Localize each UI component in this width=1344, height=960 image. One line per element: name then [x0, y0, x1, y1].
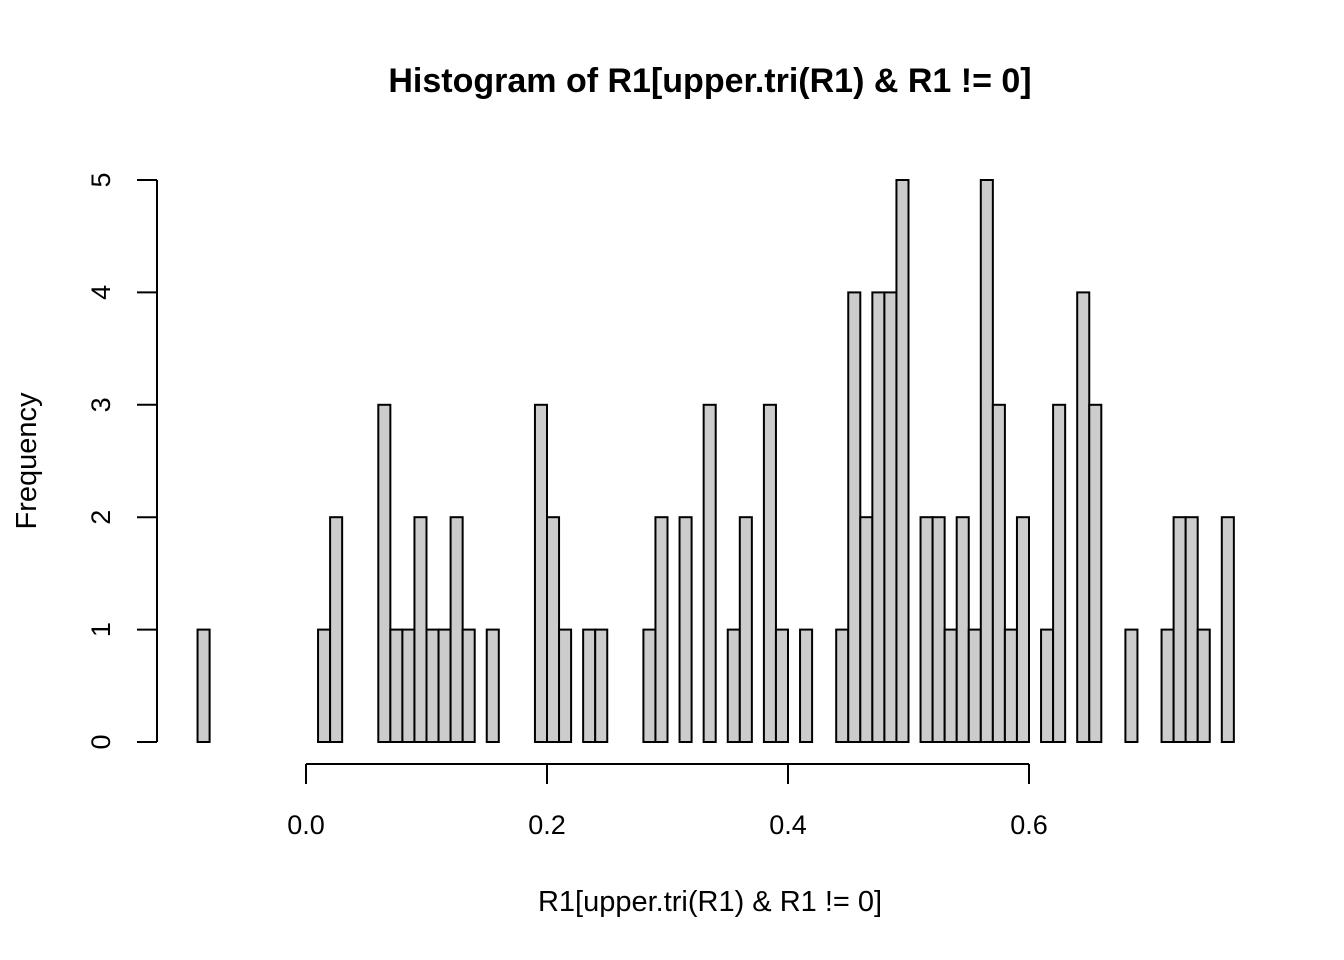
x-axis-label: R1[upper.tri(R1) & R1 != 0] [538, 886, 882, 918]
histogram-bar [1088, 403, 1103, 743]
histogram-bar [642, 628, 657, 743]
histogram-bar [377, 403, 392, 743]
x-tick-label: 0.2 [528, 810, 566, 840]
histogram-bar [461, 628, 476, 743]
histogram-bar [702, 403, 717, 743]
bars-group [196, 179, 1235, 744]
x-tick-label: 0.4 [769, 810, 807, 840]
histogram-bar [1184, 516, 1199, 744]
histogram-bar [883, 291, 898, 743]
histogram-bar [485, 628, 500, 743]
histogram-bar [955, 516, 970, 744]
histogram-bar [859, 516, 874, 744]
chart-title: Histogram of R1[upper.tri(R1) & R1 != 0] [388, 62, 1031, 100]
histogram-bar [533, 403, 549, 743]
histogram-bar [726, 628, 741, 743]
histogram-bar [943, 628, 958, 743]
x-tick-label: 0.6 [1010, 810, 1048, 840]
histogram-bar [437, 628, 452, 743]
histogram-bar [871, 291, 886, 743]
histogram-bar [401, 628, 416, 743]
histogram-bar [678, 516, 693, 744]
histogram-bar [317, 628, 332, 743]
x-tick-label: 0.0 [287, 810, 325, 840]
y-tick-label: 3 [86, 397, 116, 412]
histogram-bar [196, 628, 211, 743]
y-tick-label: 4 [86, 285, 116, 300]
histogram-bar [1040, 628, 1055, 743]
histogram-bar [931, 516, 946, 744]
histogram-bar [449, 516, 464, 744]
histogram-bar [389, 628, 404, 743]
histogram-bar [1052, 403, 1067, 743]
histogram-bar [654, 516, 669, 744]
histogram-bar [1076, 291, 1091, 743]
histogram-bar [919, 516, 934, 744]
histogram-bar [413, 516, 428, 744]
histogram-bar [1003, 628, 1018, 743]
histogram-bar [594, 628, 609, 743]
y-tick-label: 5 [86, 172, 116, 187]
histogram-bar [847, 291, 862, 743]
histogram-bar [979, 179, 994, 743]
histogram-bar [582, 628, 597, 743]
histogram-bar [1172, 516, 1187, 744]
histogram-bar [1015, 516, 1031, 744]
histogram-bar [1196, 628, 1211, 743]
histogram-bar [738, 516, 753, 744]
x-axis: 0.0 0.2 0.4 0.6 [287, 763, 1048, 840]
histogram-bar [329, 516, 344, 744]
histogram-bar [835, 628, 850, 743]
y-axis: 0 1 2 3 4 5 [86, 172, 158, 750]
histogram-bar [1220, 516, 1235, 744]
histogram-bar [1124, 628, 1139, 743]
histogram-bar [799, 628, 814, 743]
histogram-bar [991, 403, 1006, 743]
histogram-bar [762, 403, 777, 743]
histogram-bar [546, 516, 561, 744]
histogram-bar [895, 179, 910, 743]
histogram-bar [774, 628, 790, 743]
y-tick-label: 1 [86, 622, 116, 637]
y-axis-label: Frequency [11, 392, 43, 530]
histogram-bar [967, 628, 982, 743]
histogram-bar [425, 628, 440, 743]
histogram-bar [558, 628, 573, 743]
y-tick-label: 2 [86, 510, 116, 525]
histogram-bar [1160, 628, 1175, 743]
y-tick-label: 0 [86, 734, 116, 749]
